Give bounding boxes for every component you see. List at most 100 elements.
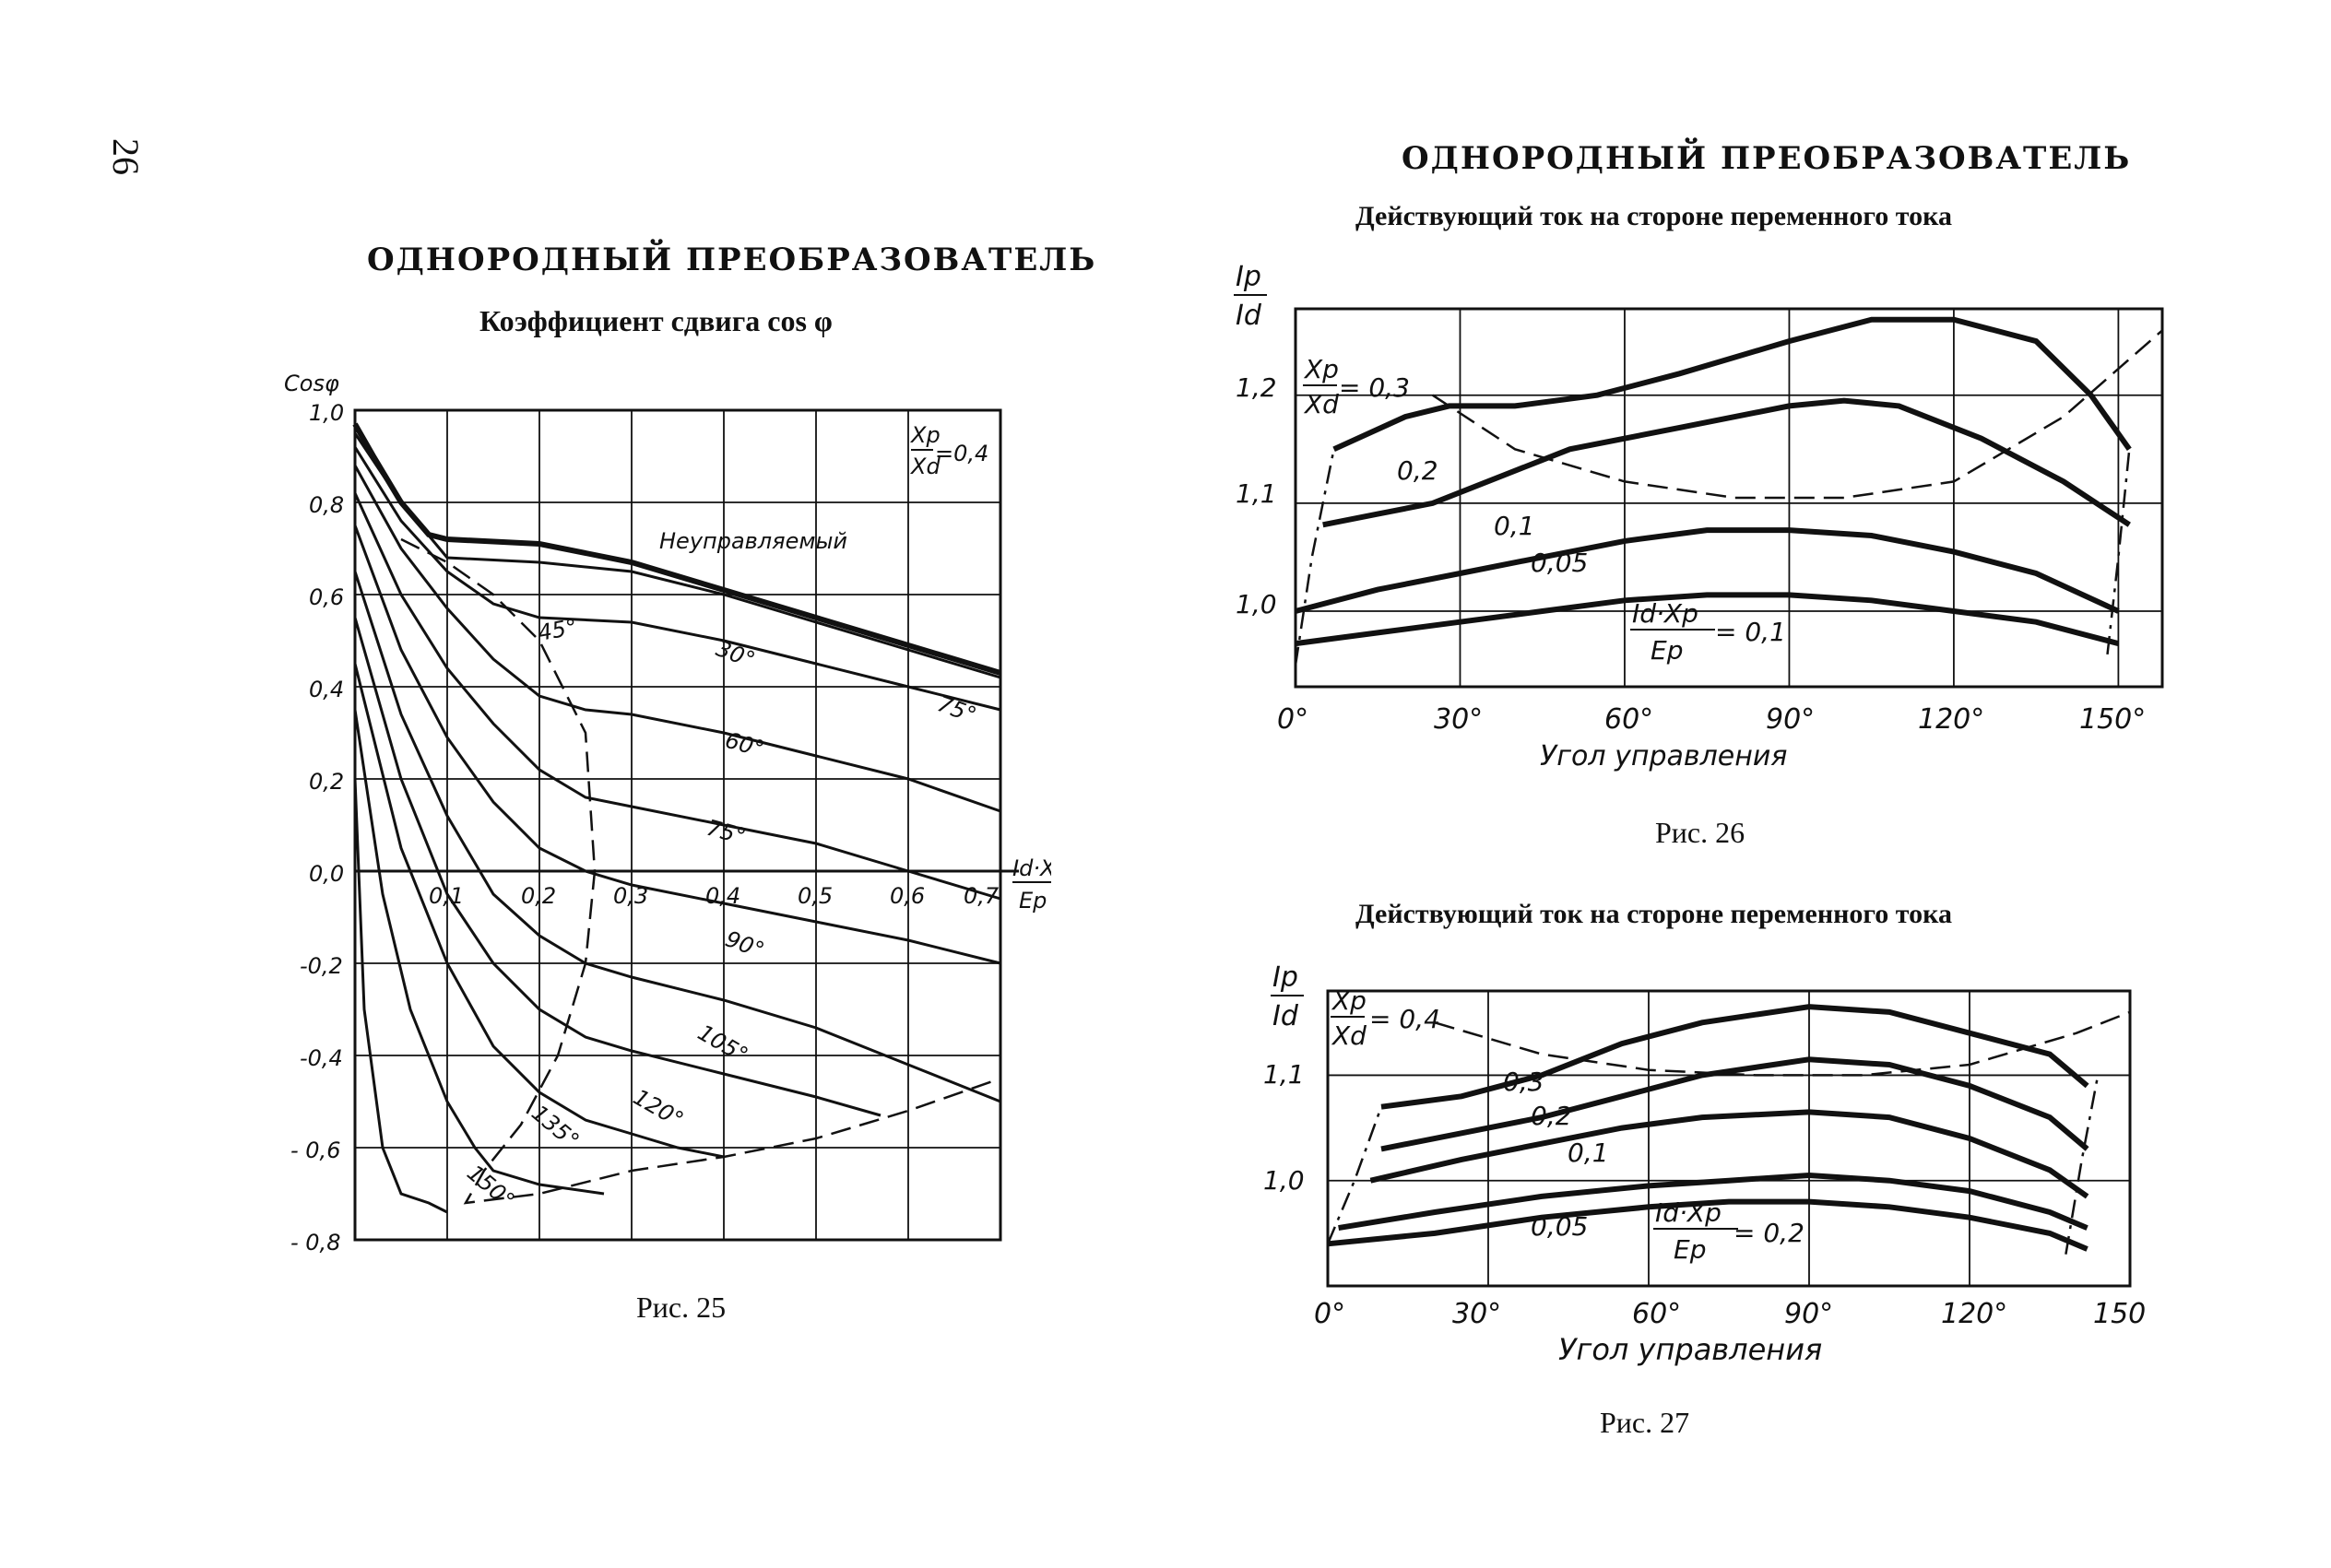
x-tick-labels: 0,1 0,2 0,3 0,4 0,5 0,6 0,7 (429, 883, 1000, 909)
x-tick-label: 0,1 (429, 883, 464, 909)
y-tick-labels: 1,2 1,1 1,0 (1236, 372, 1277, 619)
x-tick-label: 90° (1784, 1298, 1833, 1330)
x-tick-label: 0,6 (890, 883, 925, 909)
series-line (353, 709, 605, 1196)
y-tick-label: 0,4 (309, 677, 344, 702)
param-label-den: Ep (1651, 635, 1683, 666)
series-label-den: Xd (1331, 1020, 1367, 1051)
series-label-den: Xd (1303, 389, 1339, 419)
x-tick-label: 30° (1434, 703, 1483, 736)
x-tick-labels: 0° 30° 60° 90° 120° 150 (1314, 1298, 2146, 1330)
right-title: ОДНОРОДНЫЙ ПРЕОБРАЗОВАТЕЛЬ (1402, 140, 2132, 177)
param-label-val: = 0,2 (1733, 1218, 1804, 1248)
series-line (1380, 1004, 2089, 1110)
plot-frame (353, 408, 1002, 1242)
left-caption: Рис. 25 (636, 1291, 727, 1324)
y-axis-label: Cosφ (284, 371, 339, 396)
series-line (353, 778, 448, 1214)
y-tick-label: 1,0 (1263, 1165, 1305, 1196)
series-label: 75° (704, 815, 748, 850)
series-label: 105° (693, 1020, 752, 1068)
x-tick-label: 60° (1604, 703, 1653, 736)
param-label-num: Id·Xp (1632, 598, 1698, 629)
series-label-0-2: 0,2 (1397, 455, 1438, 486)
y-tick-label: 0,6 (309, 584, 344, 610)
right-subtitle-2: Действующий ток на стороне переменного т… (1355, 899, 1952, 929)
x-tick-label: 120° (1918, 703, 1984, 736)
series-label-val: = 0,4 (1369, 1004, 1440, 1034)
right-caption-2: Рис. 27 (1600, 1406, 1690, 1439)
y-axis-label-den: Id (1236, 300, 1262, 332)
right-caption-1: Рис. 26 (1655, 816, 1745, 849)
x-tick-label: 0,2 (521, 883, 556, 909)
y-axis-label-den: Id (1272, 1000, 1299, 1032)
x-axis-label: Угол управления (1558, 1332, 1822, 1367)
series-line (353, 617, 882, 1117)
series-line (1332, 316, 2132, 453)
boundary-line (1432, 329, 2163, 500)
boundary-line (1294, 449, 1335, 666)
series-label: 60° (722, 727, 766, 762)
series-line (1369, 1109, 2089, 1199)
x-axis-label: Угол управления (1540, 740, 1787, 772)
series-line (1295, 592, 2120, 647)
boundary-line (1326, 1106, 1383, 1244)
chart-ip-id-1: Ip Id 1,2 1,1 1,0 0° 30° 60° 90° 120° 15… (1234, 261, 2164, 772)
series-label-num: Xp (1303, 354, 1339, 384)
series-label-0-1: 0,1 (1568, 1138, 1609, 1168)
y-tick-label: 0,2 (309, 769, 344, 795)
series-label: 120° (629, 1084, 688, 1133)
x-tick-label: 150 (2093, 1298, 2146, 1330)
series-line (353, 663, 725, 1159)
y-tick-label: 1,1 (1263, 1059, 1305, 1090)
series-label: 30° (713, 635, 759, 673)
param-label-den: Ep (1674, 1234, 1706, 1265)
left-subtitle: Коэффициент сдвига cos φ (479, 304, 833, 337)
series-line (353, 446, 1001, 712)
y-axis-label-num: Ip (1272, 961, 1298, 994)
series-label: 90° (722, 925, 768, 963)
series-line (353, 432, 1001, 679)
x-tick-label: 150° (2079, 703, 2146, 736)
x-tick-labels: 0° 30° 60° 90° 120° 150° (1277, 703, 2146, 736)
y-tick-labels: 1,1 1,0 (1263, 1059, 1305, 1196)
boundary-line (1434, 1010, 2131, 1077)
y-tick-label: -0,2 (300, 953, 343, 979)
right-subtitle-1: Действующий ток на стороне переменного т… (1355, 201, 1952, 231)
series-line (353, 571, 1001, 1103)
y-tick-label: 0,0 (309, 861, 344, 887)
x-tick-label: 30° (1452, 1298, 1501, 1330)
x-tick-label: 0° (1277, 703, 1308, 736)
plot-frame (1294, 307, 2164, 689)
y-tick-label: 1,0 (1236, 589, 1277, 619)
y-tick-label: 0,8 (309, 492, 344, 518)
param-label-den: Xd (909, 454, 941, 479)
param-label-val: =0,4 (935, 441, 988, 466)
x-tick-label: 0,5 (798, 883, 833, 909)
series-label: 135° (527, 1100, 584, 1154)
boundary-line (400, 537, 1001, 1205)
left-title: ОДНОРОДНЫЙ ПРЕОБРАЗОВАТЕЛЬ (367, 242, 1097, 278)
y-tick-label: -0,4 (300, 1045, 343, 1071)
series-label-0-1: 0,1 (1494, 511, 1535, 541)
x-axis-label-num: Id·Xp (1012, 855, 1051, 881)
series-line (1338, 1172, 2088, 1232)
chart-cos-phi: 1,0 0,8 0,6 0,4 0,2 0,0 -0,2 -0,4 - 0,6 … (284, 371, 1051, 1256)
y-axis-label-num: Ip (1236, 261, 1261, 293)
x-tick-label: 0° (1314, 1298, 1345, 1330)
series-label: 45° (536, 614, 579, 646)
series-label-val: = 0,3 (1339, 372, 1410, 403)
y-tick-label: 1,2 (1236, 372, 1277, 403)
param-label-val: = 0,1 (1715, 617, 1786, 647)
y-tick-label: 1,0 (309, 400, 344, 426)
boundary-line (2065, 1075, 2100, 1255)
series-label: 75° (934, 690, 980, 728)
series-line (353, 525, 1001, 965)
y-tick-label: - 0,8 (290, 1230, 340, 1256)
chart-ip-id-2: Ip Id 1,1 1,0 0° 30° 60° 90° 120° 150 Уг… (1263, 961, 2146, 1367)
series-line (353, 465, 1001, 813)
x-tick-label: 60° (1632, 1298, 1681, 1330)
param-label-num: Xp (909, 422, 941, 448)
series-line (1327, 1198, 2088, 1252)
series-label: Неуправляемый (659, 528, 847, 554)
